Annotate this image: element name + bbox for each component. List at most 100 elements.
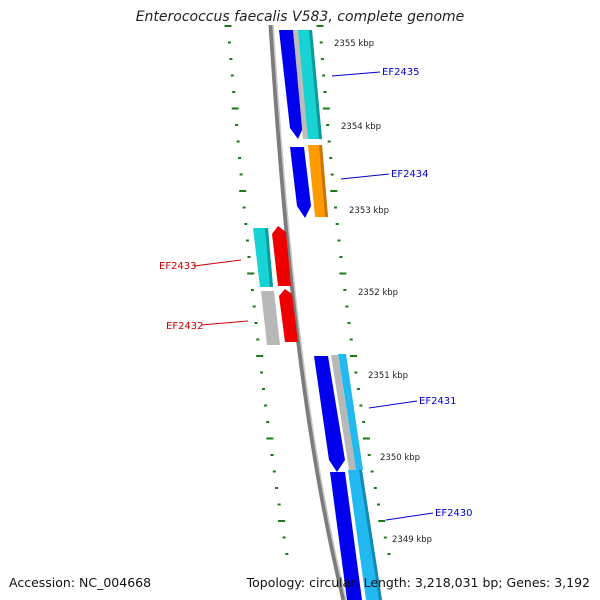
scale-tick: [238, 157, 242, 159]
scale-tick: [330, 173, 334, 176]
scale-labels: 2355 kbp 2354 kbp 2353 kbp 2352 kbp 2351…: [334, 39, 432, 545]
scale-tick: [247, 256, 251, 258]
gene-callout-lines: [193, 71, 434, 521]
scale-label: 2352 kbp: [358, 288, 398, 298]
gene-block-cyan[interactable]: [298, 30, 322, 139]
gene-block-gray[interactable]: [331, 355, 356, 470]
scale-tick: [373, 487, 377, 489]
gene-arrow-red[interactable]: [279, 289, 298, 342]
scale-tick: [349, 338, 353, 341]
reverse-strand-features: [253, 226, 298, 345]
gene-block-shade: [319, 145, 328, 217]
scale-tick: [362, 421, 366, 423]
gene-label-ef2433[interactable]: EF2433: [159, 261, 197, 272]
gene-label-ef2432[interactable]: EF2432: [166, 321, 204, 332]
scale-tick: [367, 454, 371, 456]
scale-tick: [227, 41, 231, 44]
scale-tick: [252, 305, 256, 308]
scale-label: 2350 kbp: [380, 453, 420, 463]
scale-tick: [334, 206, 337, 209]
gene-arrow-blue[interactable]: [314, 356, 345, 472]
scale-tick: [239, 173, 243, 176]
scale-tick: [362, 437, 370, 440]
scale-label: 2354 kbp: [341, 122, 381, 132]
gene-block-sky[interactable]: [338, 354, 363, 470]
gene-arrow-blue[interactable]: [279, 30, 303, 139]
scale-tick: [231, 107, 239, 110]
scale-tick: [232, 91, 236, 93]
scale-tick: [244, 223, 248, 225]
scale-tick: [224, 25, 232, 27]
gene-label-ef2435[interactable]: EF2435: [382, 67, 420, 78]
scale-tick: [345, 305, 349, 308]
scale-tick: [278, 520, 286, 522]
genome-backbone: [268, 24, 347, 600]
forward-strand-features: [279, 30, 382, 600]
scale-tick: [359, 404, 363, 407]
scale-tick: [337, 239, 341, 242]
scale-tick: [247, 272, 255, 275]
accession-text: Accession: NC_004668: [9, 575, 152, 590]
scale-tick: [322, 74, 326, 77]
scale-tick: [282, 536, 286, 539]
gene-block-shade: [359, 470, 382, 600]
gene-labels: EF2435 EF2434 EF2433 EF2432 EF2431 EF243…: [159, 67, 473, 519]
gene-block-gray[interactable]: [261, 291, 280, 345]
scale-tick: [339, 256, 343, 258]
gene-arrow-blue[interactable]: [330, 472, 362, 600]
scale-tick: [264, 404, 268, 407]
scale-tick: [343, 289, 347, 291]
scale-tick: [350, 355, 357, 357]
scale-tick: [370, 470, 374, 473]
scale-tick: [347, 322, 351, 324]
scale-tick: [326, 124, 330, 126]
gene-arrow-blue[interactable]: [290, 147, 311, 218]
gene-label-ef2434[interactable]: EF2434: [391, 169, 429, 180]
scale-tick: [377, 503, 380, 506]
scale-tick: [322, 107, 330, 110]
scale-tick: [275, 487, 279, 489]
scale-tick: [319, 41, 323, 44]
scale-tick: [256, 338, 260, 341]
scale-tick: [378, 520, 386, 522]
scale-tick: [266, 437, 274, 440]
scale-tick: [239, 190, 247, 192]
scale-label: 2349 kbp: [392, 535, 432, 545]
scale-tick: [245, 239, 249, 242]
gene-block-shade: [265, 228, 273, 287]
scale-tick: [329, 157, 333, 159]
scale-label: 2351 kbp: [368, 371, 408, 381]
scale-tick: [230, 74, 234, 77]
gene-label-ef2430[interactable]: EF2430: [435, 508, 473, 519]
gene-block-shade: [309, 30, 322, 139]
scale-tick: [335, 223, 339, 225]
scale-tick: [285, 553, 289, 555]
gene-arrow-red[interactable]: [272, 226, 291, 286]
scale-tick: [327, 140, 331, 143]
scale-tick: [383, 536, 387, 539]
scale-tick: [316, 25, 324, 27]
scale-tick: [250, 289, 254, 291]
gene-label-ef2431[interactable]: EF2431: [419, 396, 457, 407]
scale-tick: [254, 322, 258, 324]
scale-tick: [256, 355, 264, 357]
inner-tick-track: [224, 25, 289, 555]
scale-tick: [270, 454, 274, 456]
scale-tick: [235, 124, 239, 126]
outer-tick-track: [316, 25, 391, 555]
scale-tick: [236, 140, 240, 143]
scale-tick: [229, 58, 233, 60]
scale-label: 2353 kbp: [349, 206, 389, 216]
scale-tick: [272, 470, 276, 473]
scale-tick: [242, 206, 246, 209]
genome-summary-text: Topology: circular; Length: 3,218,031 bp…: [246, 575, 590, 590]
gene-block-sky[interactable]: [348, 470, 382, 600]
scale-tick: [339, 272, 347, 275]
scale-label: 2355 kbp: [334, 39, 374, 49]
scale-tick: [262, 388, 265, 390]
scale-tick: [387, 553, 391, 555]
scale-tick: [323, 91, 327, 93]
scale-tick: [260, 371, 264, 374]
scale-tick: [320, 58, 324, 60]
